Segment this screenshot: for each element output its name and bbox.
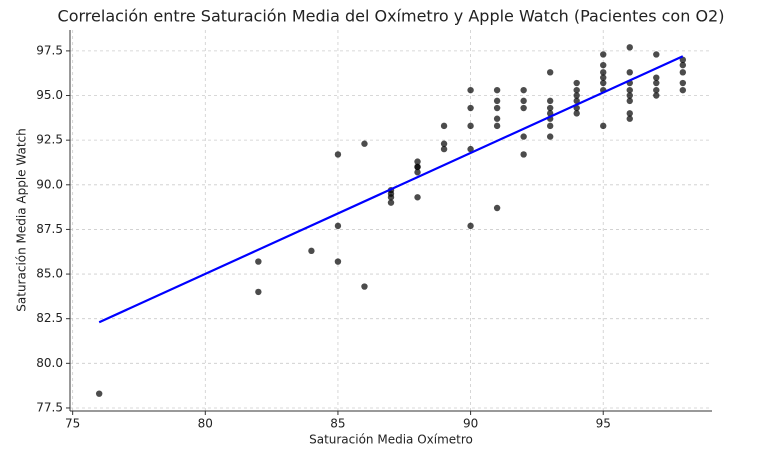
point <box>440 145 448 153</box>
y-tick-label: 82.5 <box>36 311 63 325</box>
point <box>493 104 501 112</box>
point <box>334 258 342 265</box>
x-tick-label: 90 <box>463 417 478 431</box>
point <box>255 288 262 296</box>
y-tick-label: 85.0 <box>36 267 63 281</box>
point <box>626 115 633 122</box>
point <box>308 247 315 255</box>
point <box>493 204 501 212</box>
point <box>520 86 527 94</box>
y-tick-label: 87.5 <box>36 222 63 236</box>
point <box>467 222 474 230</box>
point <box>467 145 474 153</box>
x-tick-label: 75 <box>65 417 80 431</box>
y-tick-label: 80.0 <box>36 356 63 370</box>
point <box>361 283 368 290</box>
point <box>679 69 687 76</box>
point <box>600 69 607 76</box>
x-tick-label: 85 <box>330 417 345 431</box>
point <box>600 61 607 69</box>
point <box>626 69 633 76</box>
point <box>520 97 527 105</box>
point <box>600 122 607 130</box>
point <box>679 56 687 64</box>
point <box>679 61 687 69</box>
point <box>334 151 342 158</box>
point <box>493 115 501 122</box>
point <box>493 122 501 130</box>
point <box>546 133 554 140</box>
point <box>573 92 580 99</box>
point <box>440 140 448 147</box>
y-tick-label: 97.5 <box>36 43 63 57</box>
point <box>520 151 527 158</box>
point <box>387 199 395 206</box>
point <box>520 133 527 140</box>
y-tick-label: 92.5 <box>36 133 63 147</box>
point <box>600 79 607 87</box>
point <box>414 163 421 171</box>
x-tick-label: 80 <box>198 417 213 431</box>
point <box>546 122 554 130</box>
fit-line <box>98 55 684 324</box>
point <box>626 97 633 105</box>
point <box>387 194 395 201</box>
point <box>95 390 103 397</box>
point <box>493 97 501 105</box>
point <box>546 69 554 76</box>
point <box>467 104 474 112</box>
point <box>626 110 633 117</box>
point <box>573 86 580 94</box>
point <box>626 86 633 94</box>
point <box>334 222 342 230</box>
point <box>573 97 580 105</box>
x-axis-label: Saturación Media Oxímetro <box>309 433 473 447</box>
chart-title: Correlación entre Saturación Media del O… <box>58 7 725 26</box>
point <box>626 44 633 51</box>
point <box>573 110 580 117</box>
point <box>679 86 687 94</box>
point <box>600 74 607 81</box>
point <box>467 122 474 130</box>
y-tick-label: 90.0 <box>36 177 63 191</box>
point <box>546 97 554 105</box>
point <box>546 104 554 112</box>
point <box>653 86 660 94</box>
y-tick-label: 77.5 <box>36 400 63 414</box>
point <box>653 79 660 87</box>
x-tick-label: 95 <box>596 417 611 431</box>
point <box>361 140 368 147</box>
point <box>653 92 660 99</box>
point <box>414 169 421 176</box>
point <box>653 51 660 58</box>
point <box>440 122 448 130</box>
point <box>573 79 580 87</box>
point <box>493 86 501 94</box>
point <box>467 86 474 94</box>
point <box>414 158 421 165</box>
point <box>626 92 633 99</box>
y-axis-label: Saturación Media Apple Watch <box>15 128 29 311</box>
y-tick-label: 95.0 <box>36 88 63 102</box>
point <box>414 194 421 201</box>
point <box>653 74 660 81</box>
point <box>255 258 262 265</box>
point <box>600 51 607 58</box>
point <box>679 79 687 87</box>
point <box>520 104 527 112</box>
